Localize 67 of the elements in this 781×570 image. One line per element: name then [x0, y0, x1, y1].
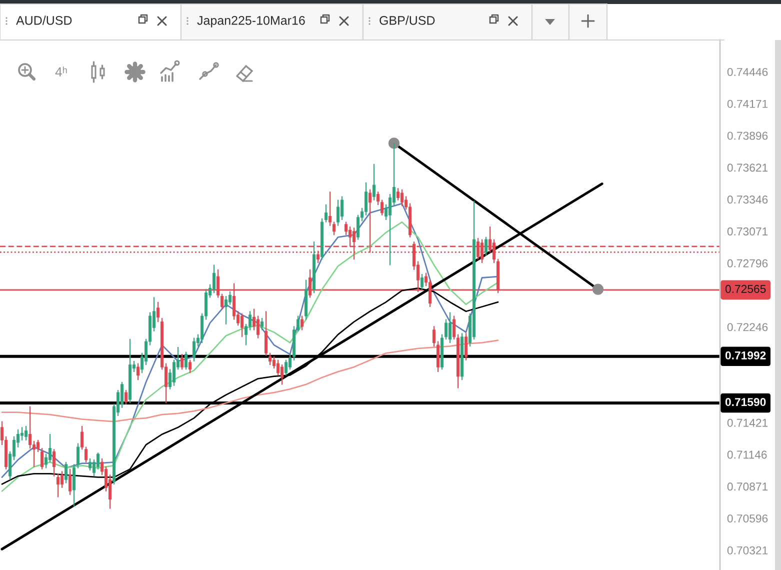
y-tick-label: 0.74446	[727, 68, 768, 76]
chart-title: AUD/USD	[16, 16, 72, 25]
candlestick	[136, 363, 140, 380]
y-tick-label: 0.71146	[727, 450, 767, 459]
candlestick	[320, 218, 324, 260]
candlestick	[372, 164, 376, 200]
y-tick-label: 0.70321	[727, 546, 768, 554]
candlestick	[268, 352, 272, 366]
candlestick	[300, 316, 304, 330]
candlestick	[52, 449, 56, 476]
candlestick	[328, 192, 332, 226]
y-tick-label: 0.73071	[727, 227, 768, 236]
candlestick	[188, 360, 192, 374]
y-tick-label: 0.71421	[727, 418, 768, 427]
ref-line-label: 0.71590	[725, 398, 766, 406]
candlestick	[180, 354, 184, 370]
ref-line-label: 0.72565	[725, 284, 766, 293]
candlestick	[84, 446, 88, 462]
candlestick	[56, 473, 60, 498]
candlestick	[464, 333, 468, 360]
candlestick	[264, 311, 268, 356]
candlestick	[440, 334, 444, 370]
candlestick	[124, 390, 128, 404]
candlestick	[76, 443, 80, 468]
candlestick	[484, 236, 488, 256]
y-tick-label: 0.70871	[727, 482, 768, 491]
candlestick	[452, 316, 456, 340]
y-tick-label: 0.72246	[727, 323, 768, 332]
candlestick	[24, 426, 28, 440]
candlestick	[260, 318, 264, 330]
y-tick-label: 0.70596	[727, 514, 768, 523]
line-series	[1, 340, 499, 422]
candlestick	[40, 448, 44, 470]
candlestick	[420, 274, 424, 290]
candlestick	[448, 312, 452, 343]
candlestick	[184, 352, 188, 370]
candlestick	[240, 313, 244, 338]
y-tick-label: 0.73621	[727, 164, 768, 172]
text: Japan225-10Mar16	[197, 16, 305, 28]
candlestick	[432, 326, 436, 346]
candlestick	[220, 294, 224, 310]
candlestick	[332, 222, 336, 236]
candlestick	[72, 464, 76, 506]
candlestick	[380, 200, 384, 216]
y-tick-label: 0.74171	[727, 100, 768, 108]
candlestick	[436, 341, 440, 372]
candlestick	[80, 426, 84, 450]
candlestick	[68, 468, 72, 495]
candlestick	[64, 462, 68, 484]
annotation: 4ʰ	[55, 66, 67, 76]
y-tick-label: 0.72796	[727, 259, 768, 268]
text: GBP/USD	[380, 16, 435, 25]
candlestick	[192, 338, 196, 362]
candlestick	[324, 204, 328, 222]
candlestick	[280, 364, 284, 385]
candlestick	[456, 334, 460, 388]
candlestick	[304, 280, 308, 320]
candlestick	[376, 192, 380, 205]
y-tick-label: 0.73896	[727, 132, 768, 140]
candlestick	[336, 200, 340, 226]
ref-line-label: 0.71992	[725, 351, 766, 360]
y-tick-label: 0.73346	[727, 196, 768, 204]
candlestick	[312, 242, 316, 294]
candlestick	[128, 338, 132, 404]
candlestick	[400, 189, 404, 206]
candlestick	[460, 333, 464, 380]
candlestick	[156, 302, 160, 322]
